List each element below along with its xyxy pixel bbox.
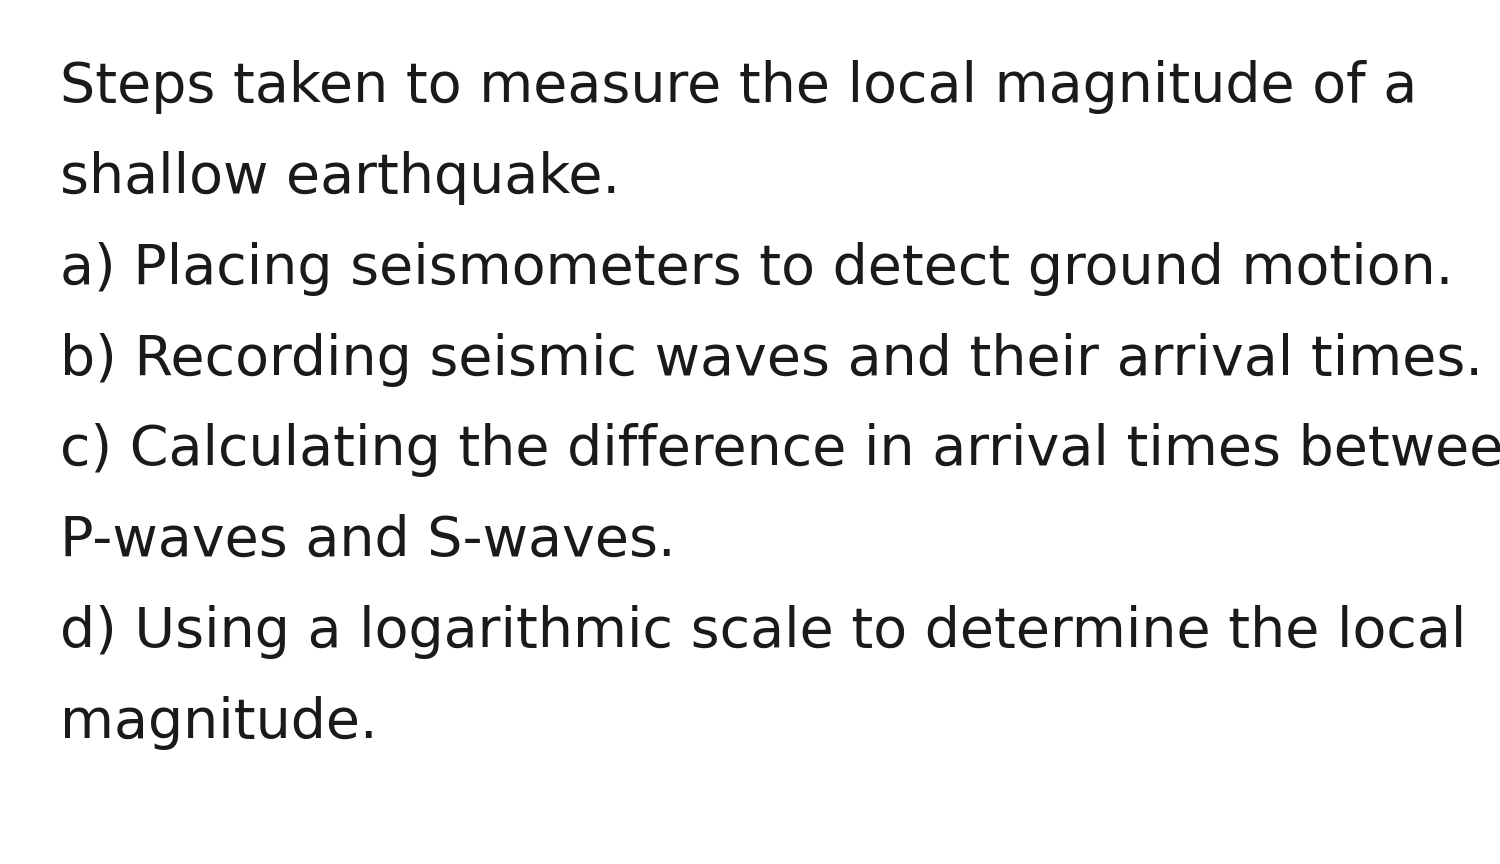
Text: magnitude.: magnitude. — [60, 696, 378, 749]
Text: a) Placing seismometers to detect ground motion.: a) Placing seismometers to detect ground… — [60, 242, 1454, 295]
Text: c) Calculating the difference in arrival times between: c) Calculating the difference in arrival… — [60, 423, 1500, 477]
Text: shallow earthquake.: shallow earthquake. — [60, 151, 620, 205]
Text: Steps taken to measure the local magnitude of a: Steps taken to measure the local magnitu… — [60, 60, 1417, 114]
Text: d) Using a logarithmic scale to determine the local: d) Using a logarithmic scale to determin… — [60, 605, 1467, 658]
Text: P-waves and S-waves.: P-waves and S-waves. — [60, 514, 675, 569]
Text: b) Recording seismic waves and their arrival times.: b) Recording seismic waves and their arr… — [60, 333, 1484, 387]
